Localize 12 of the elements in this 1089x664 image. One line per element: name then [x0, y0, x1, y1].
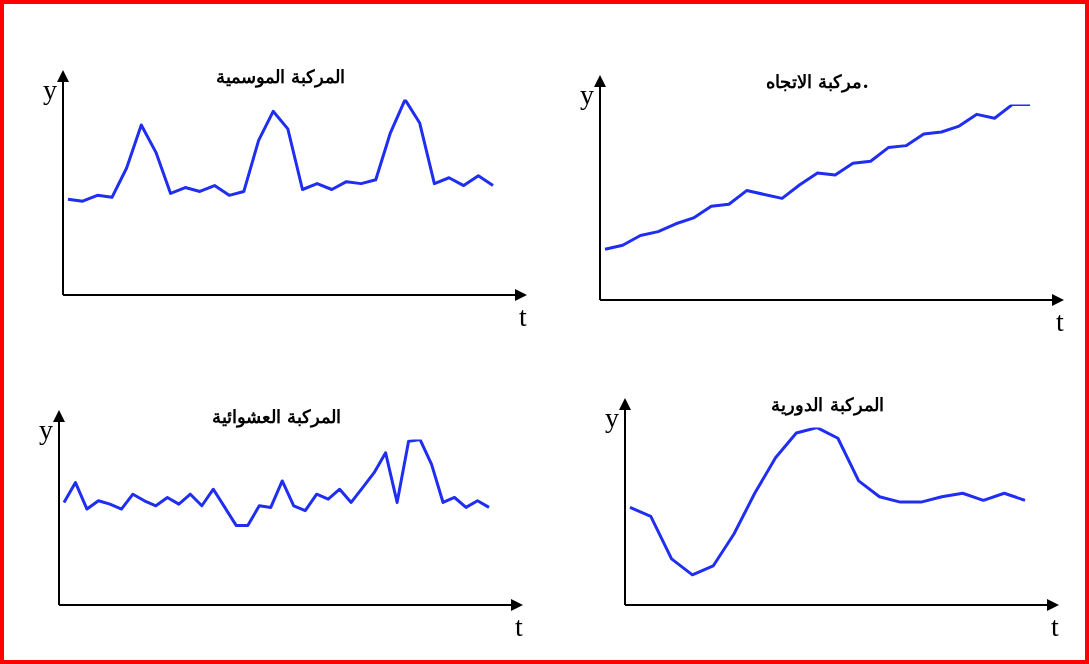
chart-title: مركبة الاتجاه. [766, 71, 869, 94]
x-axis-title: t [519, 301, 528, 333]
y-axis-title: y [39, 413, 53, 445]
y-axis-title: y [605, 401, 619, 433]
x-axis-title: t [515, 611, 524, 643]
y-axis-title: y [580, 78, 594, 110]
x-axis-title: t [1056, 306, 1065, 338]
chart-title: المركبة العشوائية [211, 406, 342, 429]
x-axis-title: t [1051, 611, 1060, 643]
chart-title: المركبة الموسمية [215, 66, 346, 89]
y-axis-title: y [43, 73, 57, 105]
chart-title: المركبة الدورية [771, 394, 884, 417]
